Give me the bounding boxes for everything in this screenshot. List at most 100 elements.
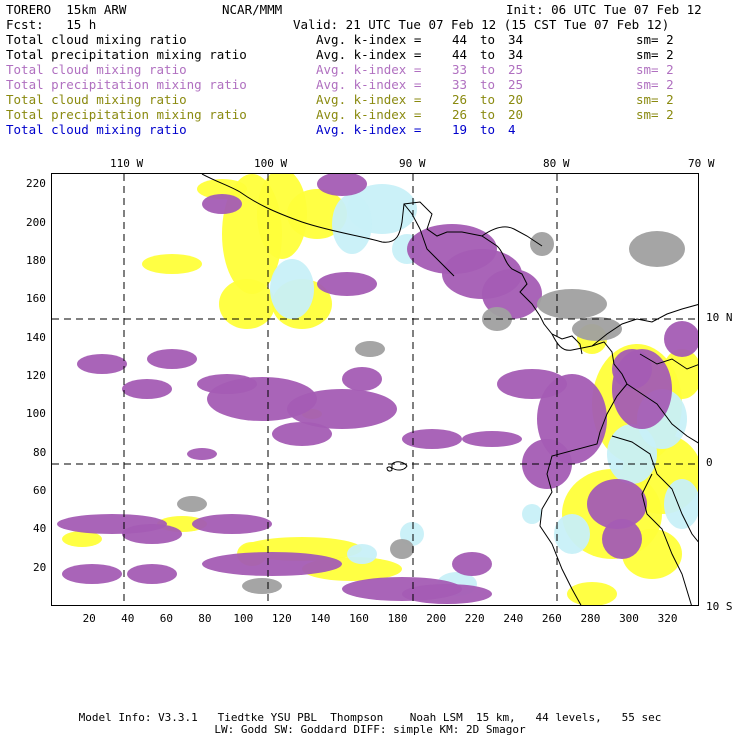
border-central-1 [419, 228, 455, 277]
legend-row: Total precipitation mixing ratio Avg. k-i… [6, 78, 731, 92]
gray-field-blob [530, 232, 554, 256]
legend-v1: 44 [452, 32, 468, 47]
purple-field-blob [317, 174, 367, 196]
purple-field-blob [402, 584, 492, 604]
purple-field-blob [187, 448, 217, 460]
legend-avg: Avg. k-index = [316, 107, 422, 122]
legend-row: Total cloud mixing ratio Avg. k-index = 44… [6, 33, 731, 47]
x-tick-label: 160 [349, 612, 369, 625]
init-time: Init: 06 UTC Tue 07 Feb 12 [506, 2, 702, 17]
legend-label: Total cloud mixing ratio [6, 32, 187, 47]
legend-to: to [480, 77, 496, 92]
purple-field-blob [122, 379, 172, 399]
lon-label-110w: 110 W [110, 157, 144, 170]
x-tick-label: 260 [541, 612, 562, 625]
coastline-caribbean [403, 203, 543, 247]
yellow-field-blob [197, 179, 247, 199]
legend-v2: 4 [508, 122, 516, 137]
x-tick-label: 200 [426, 612, 447, 625]
legend-row: Total precipitation mixing ratio Avg. k-i… [6, 108, 731, 122]
legend-v2: 34 [508, 32, 524, 47]
galapagos [386, 461, 408, 472]
legend-avg: Avg. k-index = [316, 62, 422, 77]
x-tick-label: 40 [121, 612, 135, 625]
yellow-field-blob [142, 254, 202, 274]
legend-v1: 44 [452, 47, 468, 62]
map-canvas [52, 174, 698, 605]
purple-field-blob [317, 272, 377, 296]
purple-field-blob [202, 552, 342, 576]
organization: NCAR/MMM [222, 2, 283, 17]
purple-field-blob [664, 321, 698, 357]
y-tick-label: 180 [26, 254, 46, 268]
purple-field-blob [342, 367, 382, 391]
x-tick-label: 80 [198, 612, 212, 625]
purple-field-blob [202, 194, 242, 214]
gray-field-blob [177, 496, 207, 512]
purple-field-blob [197, 374, 257, 394]
valid-time: Valid: 21 UTC Tue 07 Feb 12 (15 CST Tue … [293, 17, 670, 32]
legend-to: to [480, 62, 496, 77]
yellow-field-blob [219, 279, 275, 329]
lat-label-10n: 10 N [706, 311, 733, 324]
y-tick-label: 120 [26, 369, 46, 383]
map-frame [51, 173, 699, 606]
purple-field-blob [402, 429, 462, 449]
legend-sm: sm= 2 [636, 47, 674, 62]
lightblue-field-blob [554, 514, 590, 554]
y-tick-label: 80 [33, 445, 47, 459]
x-tick-label: 300 [619, 612, 639, 625]
gray-field-blob [629, 231, 685, 267]
legend-label: Total cloud mixing ratio [6, 92, 187, 107]
lightblue-field-blob [270, 259, 314, 319]
x-tick-label: 140 [310, 612, 331, 625]
y-tick-label: 60 [33, 484, 47, 498]
x-tick-label: 100 [233, 612, 254, 625]
legend-avg: Avg. k-index = [316, 32, 422, 47]
lat-label-10s: 10 S [706, 600, 733, 613]
legend-sm: sm= 2 [636, 107, 674, 122]
x-tick-label: 180 [387, 612, 408, 625]
x-tick-label: 220 [464, 612, 485, 625]
legend-to: to [480, 32, 496, 47]
legend-v1: 33 [452, 77, 468, 92]
border-andes-2 [611, 435, 698, 543]
purple-field-blob [287, 389, 397, 429]
purple-field-blob [482, 269, 542, 319]
legend-avg: Avg. k-index = [316, 77, 422, 92]
lon-label-80w: 80 W [543, 157, 570, 170]
x-tick-label: 240 [503, 612, 524, 625]
y-tick-label: 140 [26, 330, 46, 344]
legend-v1: 26 [452, 107, 468, 122]
legend-v1: 19 [452, 122, 468, 137]
legend-label: Total precipitation mixing ratio [6, 77, 247, 92]
purple-field-blob [452, 552, 492, 576]
forecast-hour: Fcst: 15 h [6, 17, 97, 32]
lat-label-0: 0 [706, 456, 713, 469]
purple-field-blob [77, 354, 127, 374]
legend-row: Total cloud mixing ratio Avg. k-index = 33… [6, 63, 731, 77]
lon-label-70w: 70 W [688, 157, 715, 170]
mixing-ratio-fields [57, 174, 698, 605]
gray-field-blob [355, 341, 385, 357]
purple-field-blob [602, 519, 642, 559]
yellow-field-blob [287, 189, 347, 239]
coastlines [201, 174, 698, 605]
legend-to: to [480, 47, 496, 62]
legend-v1: 33 [452, 62, 468, 77]
coastline-colombia-north [591, 304, 698, 347]
legend-to: to [480, 107, 496, 122]
purple-field-blob [462, 431, 522, 447]
yellow-field-blob [567, 582, 617, 605]
legend-avg: Avg. k-index = [316, 122, 422, 137]
purple-field-blob [62, 564, 122, 584]
legend-to: to [480, 122, 496, 137]
legend-v2: 34 [508, 47, 524, 62]
yellow-field-blob [62, 531, 102, 547]
legend-v2: 20 [508, 107, 524, 122]
x-tick-label: 280 [580, 612, 601, 625]
x-tick-label: 60 [159, 612, 173, 625]
purple-field-blob [272, 422, 332, 446]
purple-field-blob [587, 479, 647, 529]
graticule [52, 174, 698, 605]
